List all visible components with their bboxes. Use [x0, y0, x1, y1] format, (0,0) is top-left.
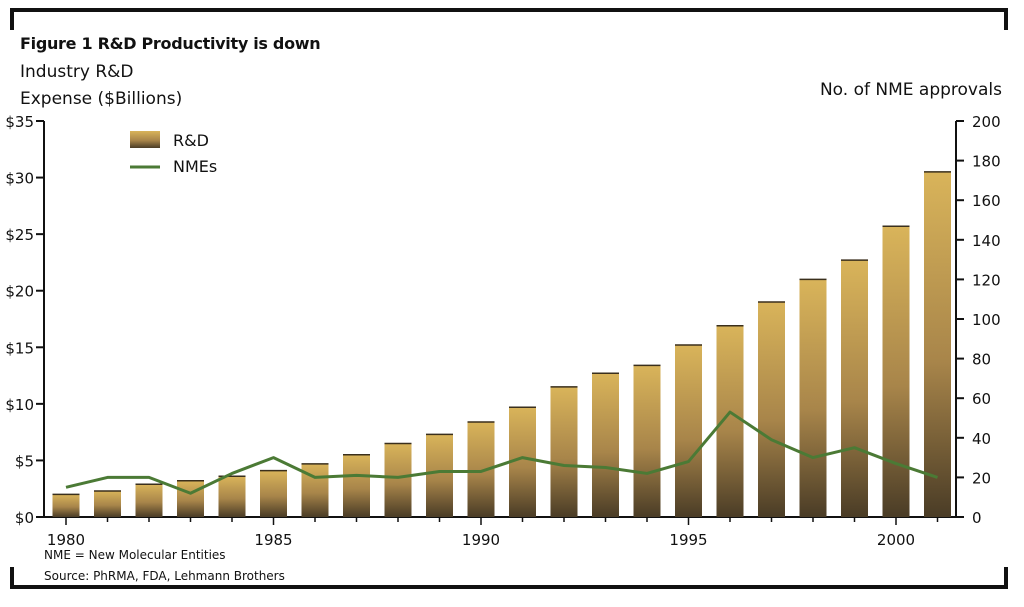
- bar-rd: [384, 443, 412, 517]
- bar-rd: [633, 365, 661, 517]
- footnote: NME = New Molecular Entities: [44, 548, 226, 562]
- legend: R&D NMEs: [130, 131, 217, 176]
- left-y-tick-label: $20: [5, 283, 34, 301]
- bar-rd: [426, 434, 453, 517]
- nme-line-group: [65, 410, 938, 495]
- right-y-tick-label: 80: [972, 351, 991, 369]
- left-y-tick-label: $25: [5, 226, 34, 244]
- bar-rd: [94, 490, 121, 517]
- x-tick-label: 1985: [254, 531, 292, 549]
- bar-rd: [177, 480, 204, 517]
- right-axis-label: No. of NME approvals: [819, 80, 1002, 100]
- x-tick-label: 1980: [47, 531, 85, 549]
- bar-rd: [882, 226, 910, 518]
- right-y-tick-label: 0: [972, 509, 982, 527]
- left-y-tick-label: $30: [5, 170, 34, 188]
- right-y-tick-label: 140: [972, 232, 1001, 250]
- right-y-tick-label: 200: [972, 113, 1001, 131]
- legend-rd-label: R&D: [173, 131, 209, 150]
- bar-rd: [260, 470, 287, 517]
- frame-brackets: [10, 8, 1008, 589]
- right-y-tick-label: 120: [972, 271, 1001, 289]
- left-y-tick-label: $0: [15, 509, 34, 527]
- tick-labels: $0 $5 $10 $15 $20 $25 $30 $35 0 20 40 60 80 100 120 140…: [5, 113, 1000, 549]
- bars: [52, 171, 951, 518]
- legend-rd-swatch: [130, 131, 160, 148]
- right-y-tick-label: 100: [972, 311, 1001, 329]
- bar-rd: [841, 260, 868, 517]
- right-y-tick-label: 60: [972, 390, 991, 408]
- frame-top-bracket: [10, 8, 1008, 30]
- left-y-tick-label: $15: [5, 339, 34, 357]
- bar-rd: [924, 171, 951, 517]
- bar-rd: [343, 454, 370, 517]
- bar-rd: [592, 373, 619, 517]
- chart-title: Figure 1 R&D Productivity is down: [20, 34, 321, 53]
- bar-rd: [135, 484, 163, 517]
- left-y-tick-label: $5: [15, 452, 34, 470]
- bar-rd: [52, 494, 80, 517]
- right-y-tick-label: 180: [972, 153, 1001, 171]
- right-y-tick-label: 160: [972, 192, 1001, 210]
- bar-rd: [758, 302, 785, 517]
- left-y-tick-label: $35: [5, 113, 34, 131]
- bar-rd: [799, 279, 827, 517]
- source-note: Source: PhRMA, FDA, Lehmann Brothers: [44, 569, 285, 583]
- right-y-tick-label: 40: [972, 430, 991, 448]
- x-tick-label: 1990: [462, 531, 500, 549]
- left-y-tick-label: $10: [5, 396, 34, 414]
- legend-nme-label: NMEs: [173, 157, 217, 176]
- frame-bottom-bracket: [10, 567, 1008, 589]
- right-y-tick-label: 20: [972, 469, 991, 487]
- left-axis-label-line2: Expense ($Billions): [20, 89, 183, 109]
- nme-line: [65, 410, 938, 495]
- bar-rd: [675, 345, 702, 517]
- x-tick-label: 2000: [877, 531, 915, 549]
- bar-rd: [218, 476, 246, 517]
- left-axis-label: Industry R&D: [20, 62, 134, 82]
- x-tick-label: 1995: [669, 531, 707, 549]
- bar-rd: [550, 386, 578, 517]
